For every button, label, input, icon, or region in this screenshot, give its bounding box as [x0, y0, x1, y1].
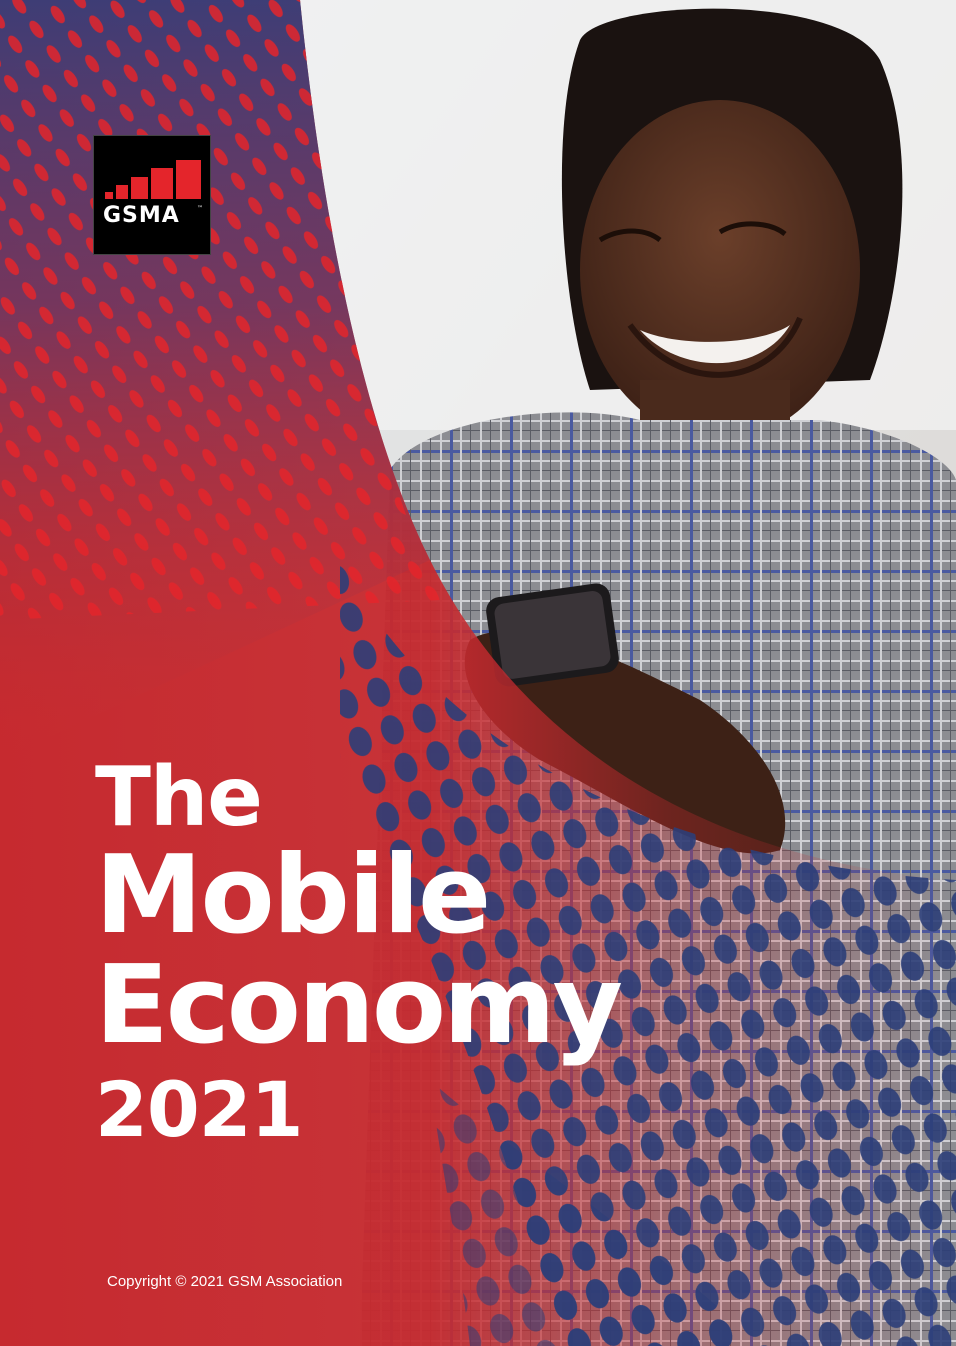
svg-text:GSMA: GSMA: [103, 203, 180, 228]
gsma-logo: GSMA ™: [93, 135, 211, 255]
report-title: The Mobile Economy 2021: [95, 750, 623, 1155]
title-line-the: The: [95, 750, 263, 845]
copyright-notice: Copyright © 2021 GSM Association: [107, 1273, 343, 1290]
title-line-mobile: Mobile: [95, 833, 491, 958]
svg-text:™: ™: [197, 205, 203, 212]
title-line-year: 2021: [95, 1065, 304, 1154]
title-line-economy: Economy: [95, 943, 623, 1068]
